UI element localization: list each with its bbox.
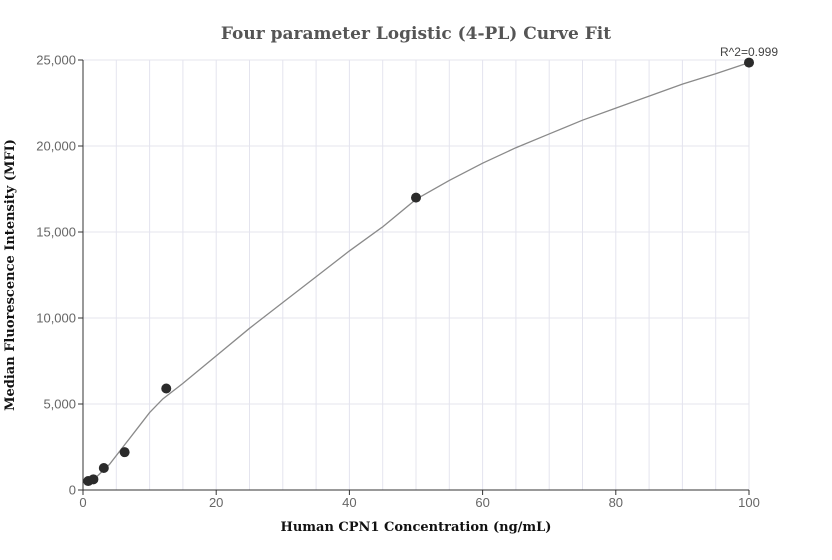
x-tick-label: 60: [475, 495, 489, 510]
y-axis-ticks: 0 5,000 10,000 15,000 20,000 25,000: [36, 53, 83, 498]
x-tick-label: 100: [738, 495, 760, 510]
chart-title: Four parameter Logistic (4-PL) Curve Fit: [221, 24, 611, 44]
x-axis-title: Human CPN1 Concentration (ng/mL): [281, 520, 552, 535]
y-gridlines: [83, 59, 749, 405]
data-point: [119, 447, 130, 458]
data-point: [411, 192, 421, 203]
x-tick-label: 20: [209, 495, 223, 510]
fit-curve-line: [87, 61, 750, 484]
y-tick-label: 20,000: [36, 139, 76, 154]
y-axis-title: Median Fluorescence Intensity (MFI): [3, 139, 18, 411]
x-gridlines: [115, 60, 750, 490]
x-tick-label: 40: [342, 495, 356, 510]
x-tick-label: 80: [609, 495, 623, 510]
data-point: [88, 474, 99, 485]
data-point: [161, 383, 172, 394]
data-points: [83, 57, 754, 487]
y-tick-label: 25,000: [36, 53, 76, 68]
y-tick-label: 5,000: [43, 397, 76, 412]
y-tick-label: 15,000: [36, 225, 76, 240]
y-tick-label: 10,000: [36, 311, 76, 326]
data-point: [744, 57, 754, 68]
x-axis-ticks: 0 20 40 60 80 100: [79, 490, 760, 510]
r-squared-annotation: R^2=0.999: [720, 45, 778, 59]
x-tick-label: 0: [79, 495, 86, 510]
y-tick-label: 0: [69, 483, 76, 498]
data-point: [98, 462, 109, 473]
